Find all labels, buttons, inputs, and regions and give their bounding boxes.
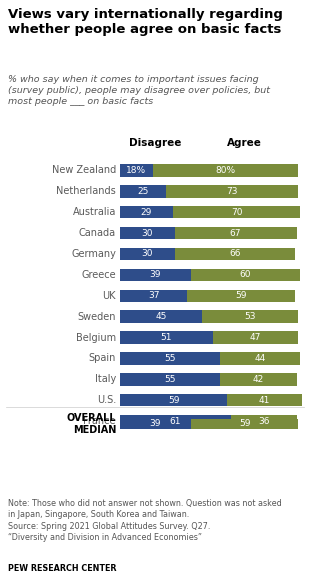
Text: 55: 55 [164,375,176,384]
Bar [175,248,295,260]
Text: Belgium: Belgium [76,333,116,343]
Bar [120,289,187,302]
Text: Australia: Australia [73,207,116,217]
Text: 53: 53 [244,312,256,321]
Text: 51: 51 [161,333,172,342]
Text: 45: 45 [155,312,167,321]
Text: 47: 47 [250,333,261,342]
Text: 67: 67 [230,228,241,238]
Bar [120,269,191,281]
Bar [120,185,166,198]
Text: Spain: Spain [89,353,116,363]
Bar [166,185,298,198]
Bar [231,415,297,427]
Text: U.S.: U.S. [97,395,116,405]
Text: 29: 29 [141,208,152,217]
Bar [191,269,300,281]
Bar [153,164,298,177]
Text: 59: 59 [168,396,179,404]
Bar [120,419,191,429]
Text: 30: 30 [142,249,153,258]
Bar [173,206,300,218]
Text: 66: 66 [229,249,241,258]
Text: Disagree: Disagree [129,138,182,148]
Bar [227,394,302,406]
Text: 59: 59 [235,291,247,301]
Text: 39: 39 [150,420,161,429]
Bar [120,331,213,344]
Text: Agree: Agree [227,138,262,148]
Text: 42: 42 [253,375,264,384]
Text: New Zealand: New Zealand [52,166,116,176]
Bar [120,373,220,386]
Text: 39: 39 [150,271,161,279]
Bar [220,352,300,365]
Bar [213,331,298,344]
Text: % who say when it comes to important issues facing
(survey public), people may d: % who say when it comes to important iss… [8,75,270,106]
Bar [120,248,175,260]
Text: 70: 70 [231,208,242,217]
Bar [120,394,227,406]
Text: 61: 61 [170,417,181,426]
Bar [175,227,297,239]
Text: Note: Those who did not answer not shown. Question was not asked
in Japan, Singa: Note: Those who did not answer not shown… [8,499,282,542]
Text: Canada: Canada [79,228,116,238]
Text: 25: 25 [137,187,148,196]
Text: OVERALL
MEDIAN: OVERALL MEDIAN [66,413,116,435]
Text: 60: 60 [240,271,251,279]
Text: 41: 41 [259,396,270,404]
Text: 80%: 80% [215,166,236,175]
Text: 30: 30 [142,228,153,238]
Bar [187,289,295,302]
Bar [120,352,220,365]
Bar [120,311,202,323]
Text: 44: 44 [255,354,266,363]
Text: Germany: Germany [71,249,116,259]
Text: 37: 37 [148,291,159,301]
Bar [120,206,173,218]
Bar [120,415,231,427]
Text: Sweden: Sweden [78,312,116,322]
Bar [120,227,175,239]
Text: France: France [83,416,116,426]
Text: 59: 59 [239,420,250,429]
Text: 36: 36 [258,417,269,426]
Text: UK: UK [103,291,116,301]
Bar [191,419,298,429]
Text: PEW RESEARCH CENTER: PEW RESEARCH CENTER [8,564,117,573]
Bar [220,373,297,386]
Text: 55: 55 [164,354,176,363]
Text: Netherlands: Netherlands [56,186,116,196]
Text: Views vary internationally regarding
whether people agree on basic facts: Views vary internationally regarding whe… [8,8,283,36]
Bar [120,164,153,177]
Text: Italy: Italy [95,375,116,384]
Text: 18%: 18% [126,166,146,175]
Text: 73: 73 [226,187,238,196]
Bar [202,311,298,323]
Text: Greece: Greece [81,270,116,280]
